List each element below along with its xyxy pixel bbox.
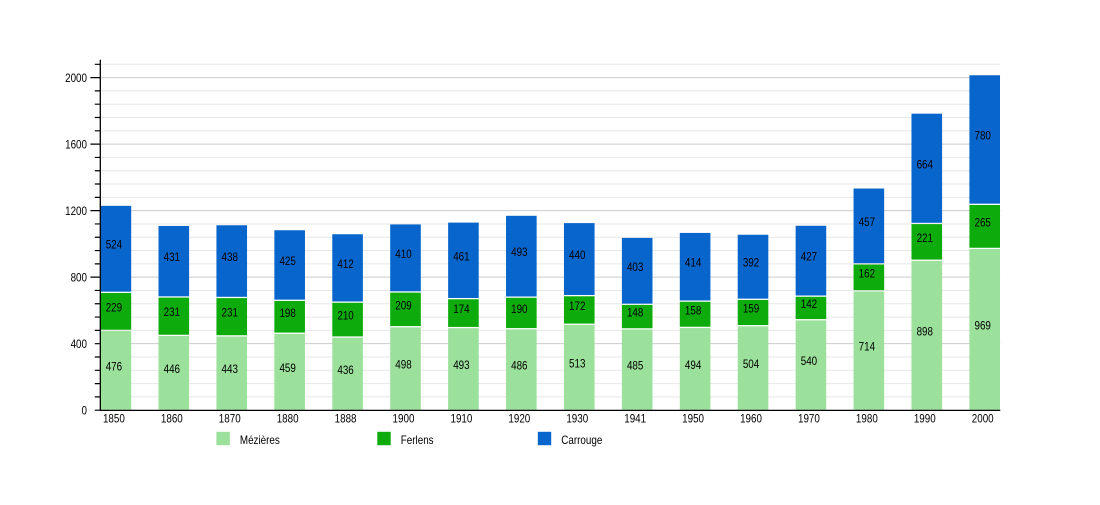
svg-text:540: 540 [801, 354, 818, 368]
svg-text:210: 210 [337, 309, 354, 323]
svg-text:425: 425 [279, 254, 296, 268]
svg-text:403: 403 [627, 260, 644, 274]
svg-text:1870: 1870 [219, 412, 241, 426]
svg-text:400: 400 [71, 337, 88, 351]
svg-text:443: 443 [222, 362, 239, 376]
svg-text:446: 446 [164, 362, 181, 376]
svg-text:459: 459 [279, 361, 296, 375]
svg-text:1930: 1930 [566, 412, 588, 426]
svg-text:Ferlens: Ferlens [401, 433, 434, 447]
svg-text:1980: 1980 [856, 412, 878, 426]
svg-text:427: 427 [801, 250, 818, 264]
svg-text:504: 504 [743, 357, 760, 371]
svg-text:190: 190 [511, 302, 528, 316]
svg-text:1900: 1900 [393, 412, 415, 426]
svg-text:410: 410 [395, 247, 412, 261]
svg-text:486: 486 [511, 359, 528, 373]
svg-text:174: 174 [453, 302, 470, 316]
svg-text:461: 461 [453, 249, 470, 263]
svg-text:229: 229 [106, 300, 123, 314]
svg-text:524: 524 [106, 238, 123, 252]
svg-text:209: 209 [395, 298, 412, 312]
svg-text:172: 172 [569, 299, 586, 313]
svg-text:412: 412 [337, 257, 354, 271]
svg-text:1920: 1920 [508, 412, 530, 426]
svg-text:158: 158 [685, 303, 702, 317]
svg-text:513: 513 [569, 356, 586, 370]
svg-text:1860: 1860 [161, 412, 183, 426]
svg-text:1960: 1960 [740, 412, 762, 426]
svg-text:414: 414 [685, 256, 702, 270]
svg-text:159: 159 [743, 302, 760, 316]
svg-text:0: 0 [82, 404, 88, 418]
svg-text:1600: 1600 [65, 137, 87, 151]
svg-text:392: 392 [743, 256, 760, 270]
svg-text:431: 431 [164, 250, 181, 264]
svg-text:780: 780 [974, 128, 991, 142]
svg-text:231: 231 [164, 305, 181, 319]
svg-text:440: 440 [569, 248, 586, 262]
svg-text:1950: 1950 [682, 412, 704, 426]
svg-text:142: 142 [801, 297, 818, 311]
svg-text:265: 265 [974, 215, 991, 229]
svg-text:498: 498 [395, 358, 412, 372]
svg-text:485: 485 [627, 359, 644, 373]
svg-text:2000: 2000 [65, 71, 87, 85]
svg-text:Mézières: Mézières [240, 433, 280, 447]
svg-text:1941: 1941 [624, 412, 646, 426]
svg-text:2000: 2000 [972, 412, 994, 426]
svg-text:198: 198 [279, 306, 296, 320]
svg-text:1850: 1850 [103, 412, 125, 426]
svg-text:Carrouge: Carrouge [561, 433, 602, 447]
svg-text:476: 476 [106, 359, 123, 373]
svg-text:800: 800 [71, 270, 88, 284]
svg-text:436: 436 [337, 363, 354, 377]
svg-text:1910: 1910 [450, 412, 472, 426]
svg-text:1970: 1970 [798, 412, 820, 426]
svg-text:231: 231 [222, 306, 239, 320]
svg-text:493: 493 [511, 245, 528, 259]
svg-text:1880: 1880 [277, 412, 299, 426]
svg-text:148: 148 [627, 306, 644, 320]
svg-text:221: 221 [917, 231, 934, 245]
svg-text:162: 162 [859, 266, 876, 280]
svg-text:457: 457 [859, 215, 876, 229]
svg-text:898: 898 [917, 324, 934, 338]
svg-text:1990: 1990 [914, 412, 936, 426]
svg-text:969: 969 [974, 318, 991, 332]
svg-text:714: 714 [859, 340, 876, 354]
svg-text:438: 438 [222, 250, 239, 264]
svg-text:664: 664 [917, 157, 934, 171]
svg-text:1888: 1888 [335, 412, 357, 426]
svg-text:493: 493 [453, 358, 470, 372]
svg-text:494: 494 [685, 358, 702, 372]
svg-text:1200: 1200 [65, 204, 87, 218]
